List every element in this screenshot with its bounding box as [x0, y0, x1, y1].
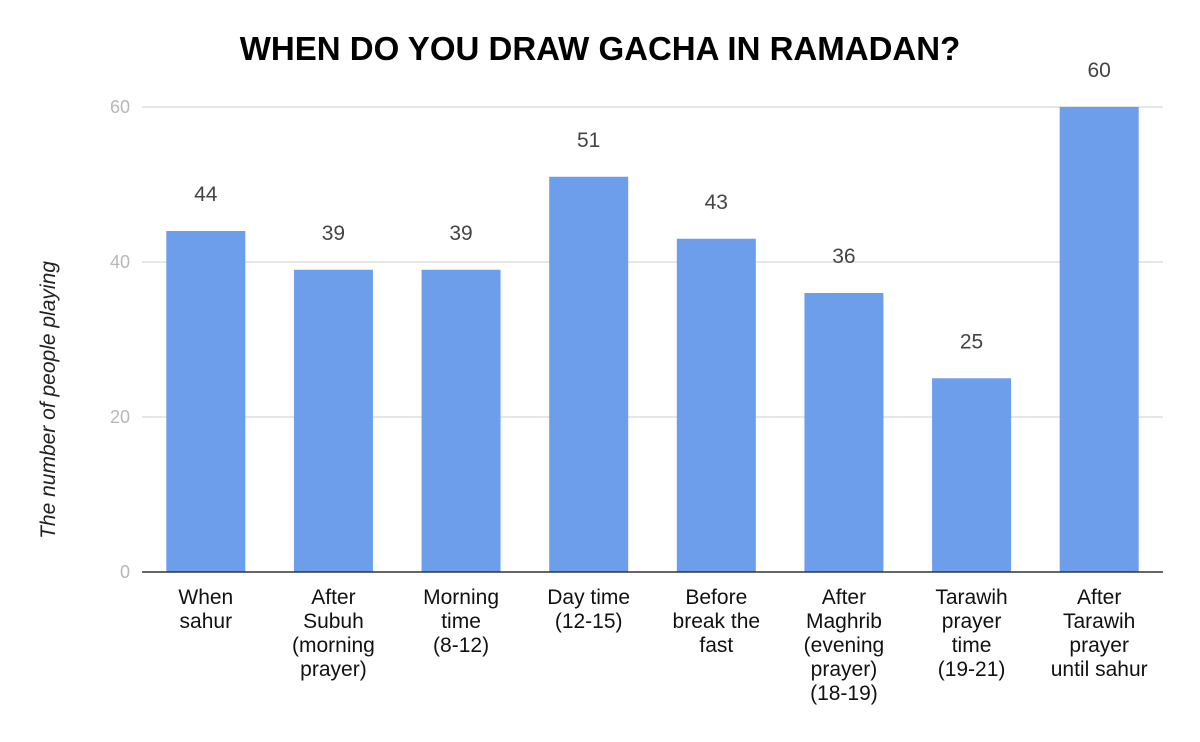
- data-label: 39: [322, 222, 345, 245]
- y-tick-label: 40: [110, 252, 130, 272]
- data-label: 44: [194, 183, 218, 206]
- x-tick-label-line: Maghrib: [806, 610, 882, 633]
- x-tick-label-line: After: [822, 586, 866, 609]
- bar: [421, 269, 501, 572]
- y-tick-label: 20: [110, 407, 130, 427]
- x-tick-label: When sahur: [178, 586, 233, 633]
- x-tick-label-line: Tarawih: [935, 586, 1007, 609]
- x-tick-label-line: Tarawih: [1063, 610, 1135, 633]
- x-tick-label-line: (morning: [292, 634, 375, 657]
- x-tick-label-line: When: [178, 586, 233, 609]
- x-tick-label-line: (8-12): [433, 634, 489, 657]
- x-tick-label: Before break the fast: [673, 586, 761, 657]
- x-tick-label: After Subuh (morning prayer): [292, 586, 375, 681]
- x-tick-label: Morning time (8-12): [423, 586, 499, 657]
- bar: [932, 378, 1012, 572]
- x-tick-label-line: prayer): [300, 658, 367, 681]
- data-label: 51: [577, 129, 600, 152]
- chart-title: WHEN DO YOU DRAW GACHA IN RAMADAN?: [239, 30, 961, 67]
- x-tick-label-line: After: [311, 586, 355, 609]
- x-tick-label: After Tarawih prayer until sahur: [1051, 586, 1148, 681]
- x-tick-label-line: until sahur: [1051, 658, 1148, 681]
- x-tick-label-line: time: [441, 610, 481, 633]
- x-tick-label-line: Day time: [547, 586, 630, 609]
- x-tick-label-line: Subuh: [303, 610, 364, 633]
- x-tick-label-line: prayer): [811, 658, 878, 681]
- x-tick-label: Day time (12-15): [547, 586, 630, 633]
- x-tick-label-line: (19-21): [938, 658, 1006, 681]
- data-label: 39: [449, 222, 472, 245]
- x-tick-label-line: time: [952, 634, 992, 657]
- bar: [293, 269, 373, 572]
- bar: [676, 238, 756, 572]
- bar: [549, 176, 629, 572]
- x-tick-label-line: break the: [673, 610, 761, 633]
- x-tick-label-line: fast: [699, 634, 733, 657]
- data-label: 43: [705, 191, 728, 214]
- y-axis-title: The number of people playing: [37, 261, 60, 539]
- data-label: 60: [1088, 59, 1111, 82]
- x-tick-label: Tarawih prayer time (19-21): [935, 586, 1007, 681]
- x-tick-label-line: (12-15): [555, 610, 623, 633]
- y-tick-label: 60: [110, 97, 130, 117]
- x-tick-label-line: sahur: [180, 610, 233, 633]
- x-tick-label-line: (evening: [804, 634, 885, 657]
- x-tick-label-line: prayer: [942, 610, 1002, 633]
- x-tick-label-line: Before: [685, 586, 747, 609]
- x-tick-label-line: prayer: [1069, 634, 1129, 657]
- data-label: 25: [960, 330, 983, 353]
- bar: [1059, 107, 1139, 572]
- x-tick-label: After Maghrib (evening prayer) (18-19): [804, 586, 885, 705]
- x-tick-label-line: (18-19): [810, 682, 878, 705]
- x-tick-label-line: After: [1077, 586, 1121, 609]
- data-label: 36: [832, 245, 855, 268]
- bar: [166, 231, 246, 572]
- y-tick-label: 0: [120, 562, 130, 582]
- x-tick-label-line: Morning: [423, 586, 499, 609]
- bar: [804, 293, 884, 572]
